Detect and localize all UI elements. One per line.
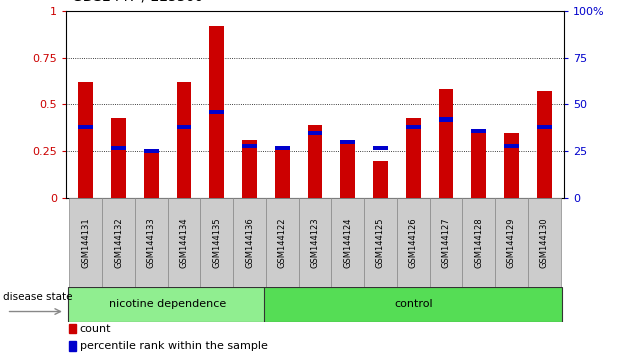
FancyBboxPatch shape: [528, 198, 561, 287]
Bar: [78, 125, 93, 129]
FancyBboxPatch shape: [331, 198, 364, 287]
FancyBboxPatch shape: [266, 198, 299, 287]
Text: GSM144125: GSM144125: [376, 217, 385, 268]
FancyBboxPatch shape: [68, 287, 268, 322]
Bar: [504, 133, 519, 198]
Text: GSM144131: GSM144131: [81, 217, 90, 268]
Bar: [176, 125, 192, 129]
FancyBboxPatch shape: [200, 198, 233, 287]
Bar: [373, 145, 388, 150]
Bar: [242, 140, 257, 198]
Text: GSM144136: GSM144136: [245, 217, 254, 268]
Bar: [275, 146, 290, 198]
Bar: [176, 82, 192, 198]
Text: disease state: disease state: [3, 292, 72, 302]
Bar: [275, 145, 290, 150]
Bar: [471, 129, 486, 198]
Bar: [307, 131, 323, 135]
Text: GSM144135: GSM144135: [212, 217, 221, 268]
Bar: [471, 129, 486, 133]
Bar: [144, 149, 159, 198]
Text: GDS2447 / 225360: GDS2447 / 225360: [72, 0, 203, 4]
FancyBboxPatch shape: [495, 198, 528, 287]
Bar: [209, 25, 224, 198]
Bar: [111, 118, 126, 198]
Text: GSM144128: GSM144128: [474, 217, 483, 268]
FancyBboxPatch shape: [264, 287, 562, 322]
Bar: [69, 324, 76, 333]
FancyBboxPatch shape: [135, 198, 168, 287]
Bar: [78, 82, 93, 198]
FancyBboxPatch shape: [233, 198, 266, 287]
FancyBboxPatch shape: [69, 198, 102, 287]
Text: control: control: [394, 299, 433, 309]
Bar: [406, 118, 421, 198]
Bar: [144, 149, 159, 153]
Text: GSM144130: GSM144130: [540, 217, 549, 268]
Text: GSM144134: GSM144134: [180, 217, 188, 268]
Text: nicotine dependence: nicotine dependence: [109, 299, 226, 309]
Text: GSM144124: GSM144124: [343, 217, 352, 268]
FancyBboxPatch shape: [299, 198, 331, 287]
Bar: [406, 125, 421, 129]
FancyBboxPatch shape: [168, 198, 200, 287]
Text: GSM144123: GSM144123: [311, 217, 319, 268]
Bar: [373, 161, 388, 198]
Text: GSM144122: GSM144122: [278, 217, 287, 268]
FancyBboxPatch shape: [102, 198, 135, 287]
Text: count: count: [79, 324, 111, 333]
Bar: [537, 91, 552, 198]
Bar: [438, 90, 454, 198]
FancyBboxPatch shape: [462, 198, 495, 287]
Bar: [307, 125, 323, 198]
FancyBboxPatch shape: [430, 198, 462, 287]
Text: GSM144127: GSM144127: [442, 217, 450, 268]
Bar: [340, 140, 355, 198]
Bar: [69, 341, 76, 351]
Text: percentile rank within the sample: percentile rank within the sample: [79, 341, 268, 351]
Bar: [209, 110, 224, 114]
FancyBboxPatch shape: [364, 198, 397, 287]
FancyBboxPatch shape: [397, 198, 430, 287]
Text: GSM144132: GSM144132: [114, 217, 123, 268]
Bar: [242, 144, 257, 148]
Text: GSM144129: GSM144129: [507, 217, 516, 268]
Bar: [504, 144, 519, 148]
Text: GSM144133: GSM144133: [147, 217, 156, 268]
Bar: [537, 125, 552, 129]
Bar: [340, 140, 355, 144]
Text: GSM144126: GSM144126: [409, 217, 418, 268]
Bar: [111, 145, 126, 150]
Bar: [438, 118, 454, 121]
